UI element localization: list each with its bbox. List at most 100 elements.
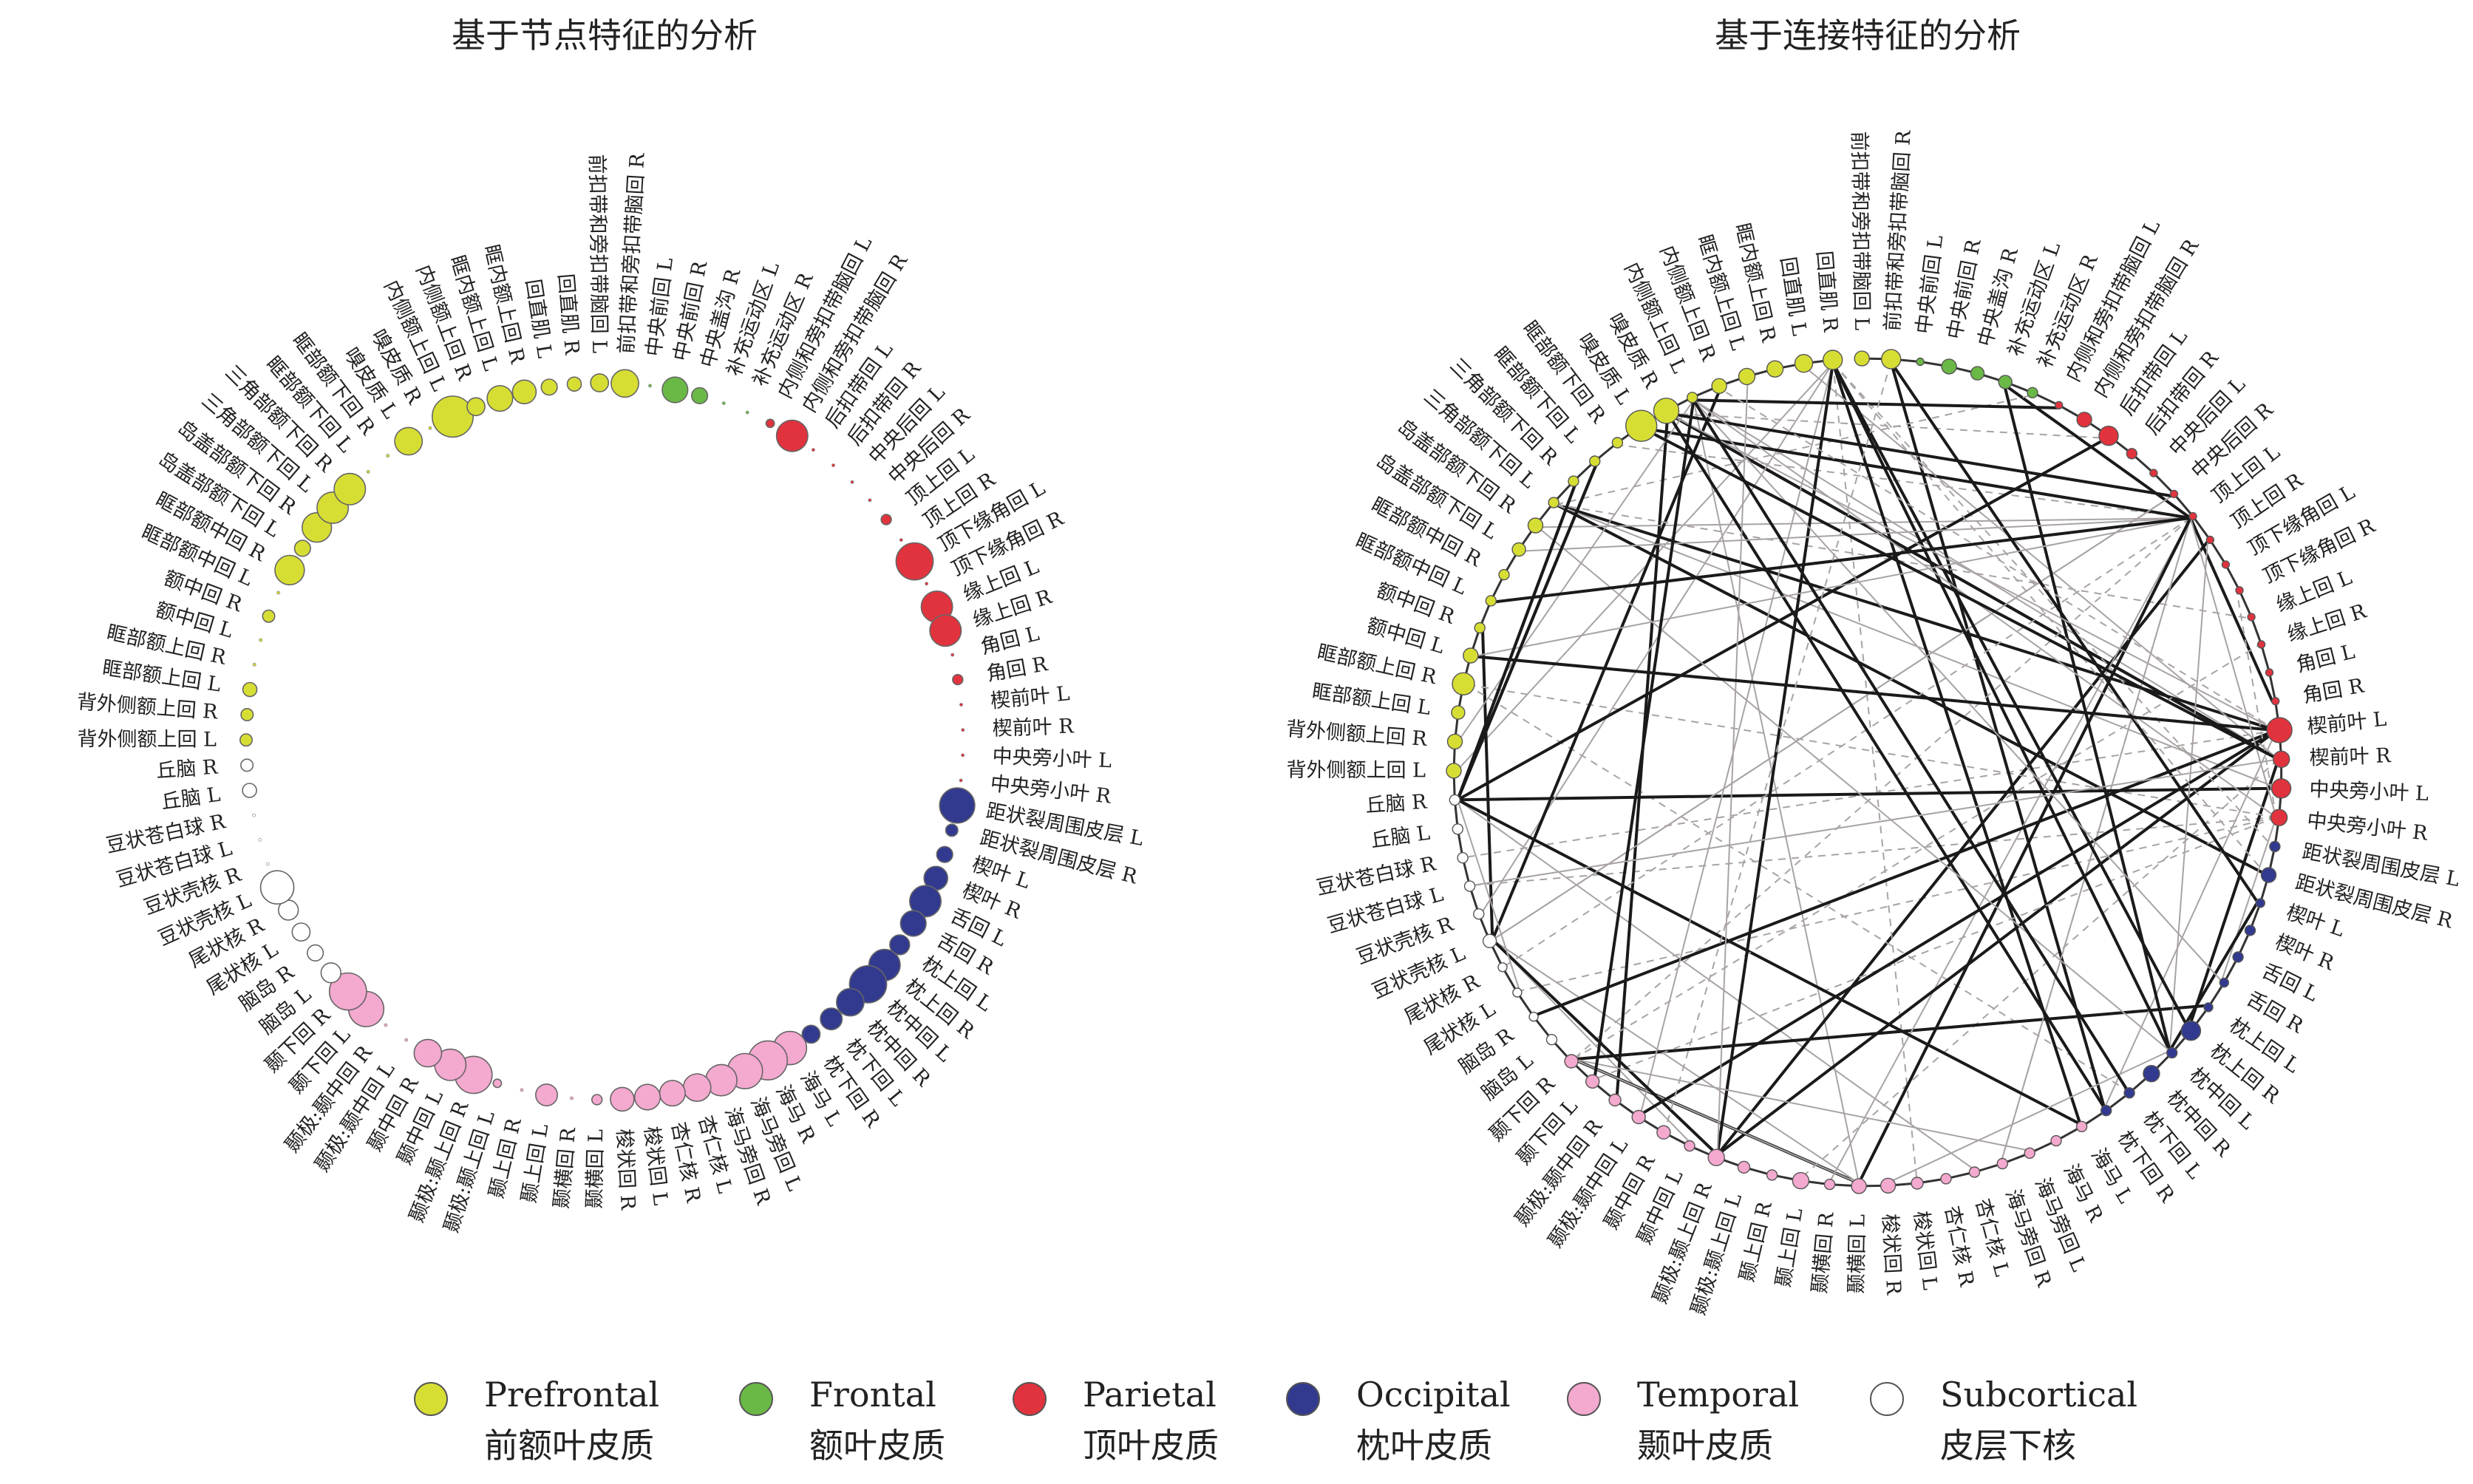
connection-edge <box>2187 758 2280 1029</box>
subcortical-swatch-icon <box>1870 1382 1904 1416</box>
left-region-node <box>307 944 324 961</box>
right-region-node <box>2232 951 2244 963</box>
right-region-node <box>1452 672 1475 695</box>
right-region-label: 楔前叶 L <box>2306 708 2387 739</box>
right-region-label: 中央旁小叶 L <box>2309 778 2429 806</box>
left-region-node <box>591 1094 603 1106</box>
right-region-node <box>2166 1046 2178 1059</box>
connection-edge <box>1693 399 2277 818</box>
connection-edge <box>1831 362 2082 1125</box>
left-region-label: 丘脑 R <box>155 756 218 783</box>
connection-edge <box>1619 444 2191 519</box>
right-region-node <box>1482 933 1497 949</box>
left-region-node <box>868 498 872 503</box>
connection-edge <box>1832 362 2267 875</box>
right-region-node <box>2270 778 2292 799</box>
prefrontal-swatch-icon <box>414 1382 448 1416</box>
connection-edge <box>1642 426 2279 761</box>
left-region-node <box>925 582 928 586</box>
connection-edge <box>1593 816 2277 1080</box>
right-region-node <box>1684 1140 1695 1152</box>
left-region-node <box>293 540 311 557</box>
left-region-node <box>242 681 258 698</box>
right-region-node <box>1449 794 1461 806</box>
right-region-node <box>1911 1177 1924 1190</box>
right-region-node <box>1916 357 1925 367</box>
right-region-label: 梭状回 R <box>1878 1214 1905 1296</box>
connection-edge <box>1573 1004 2206 1061</box>
connection-edge <box>1556 503 2249 619</box>
left-region-node <box>929 614 962 647</box>
connection-edge <box>1664 361 1892 1130</box>
legend-en-label: Frontal <box>809 1375 936 1415</box>
left-region-node <box>242 783 257 798</box>
left-region-label: 楔前叶 R <box>992 715 1075 740</box>
left-region-node <box>909 885 942 918</box>
left-region-node <box>775 419 809 452</box>
connection-edge <box>1457 799 1521 992</box>
left-region-node <box>291 922 311 942</box>
right-region-label: 眶部额上回 L <box>1310 680 1432 720</box>
right-region-node <box>1970 366 1985 381</box>
ring-chord <box>2260 644 2270 673</box>
right-region-node <box>1564 1054 1579 1069</box>
right-region-label: 背外侧额上回 L <box>1286 759 1426 783</box>
left-region-label: 梭状回 R <box>612 1129 639 1211</box>
right-region-node <box>1653 398 1680 424</box>
connection-edge <box>2189 517 2277 818</box>
legend-en-label: Subcortical <box>1940 1375 2138 1415</box>
right-region-node <box>1608 1093 1622 1107</box>
right-region-node <box>2255 898 2266 908</box>
connection-edge <box>1555 503 2267 876</box>
right-region-node <box>1473 908 1485 920</box>
right-region-node <box>2169 489 2179 499</box>
left-region-node <box>690 387 709 405</box>
connection-edge <box>1555 395 2032 506</box>
connection-edge <box>1666 412 2106 1109</box>
right-region-node <box>1880 1177 1897 1194</box>
ring-chord <box>2268 672 2277 702</box>
connection-edge <box>1667 412 2279 761</box>
left-region-label: 楔前叶 L <box>990 682 1071 713</box>
left-region-node <box>745 410 749 415</box>
connection-edge <box>2168 541 2208 1051</box>
left-region-node <box>259 870 295 905</box>
right-region-node <box>1498 568 1510 581</box>
connection-edge <box>1693 399 2222 982</box>
left-region-label: 背外侧额上回 L <box>77 728 217 752</box>
legend-en-label: Occipital <box>1356 1375 1511 1415</box>
left-region-node <box>333 472 367 506</box>
right-region-node <box>1766 1169 1778 1181</box>
right-region-node <box>2269 840 2281 853</box>
left-region-node <box>610 1086 635 1112</box>
connection-edge <box>1456 463 1599 800</box>
connection-edge <box>1693 398 2058 409</box>
right-region-label: 回直肌 L <box>1776 256 1811 338</box>
right-region-node <box>1738 367 1756 386</box>
right-region-node <box>1485 595 1497 607</box>
connection-edge <box>1639 729 2278 1116</box>
connection-edge <box>1716 379 1749 1155</box>
right-region-node <box>2270 697 2280 706</box>
left-region-node <box>511 379 537 405</box>
right-region-node <box>2100 1104 2112 1117</box>
left-region-node <box>252 662 256 667</box>
right-region-node <box>2247 613 2256 622</box>
connection-edge <box>1803 365 2279 760</box>
left-region-node <box>961 753 965 758</box>
left-region-node <box>274 554 305 586</box>
left-region-node <box>899 910 927 937</box>
connection-edge <box>1473 517 2191 658</box>
right-region-node <box>2075 1120 2088 1133</box>
connection-edge <box>1457 786 2279 802</box>
left-region-label: 中央旁小叶 L <box>992 745 1112 772</box>
connection-edge <box>1716 729 2278 1157</box>
ring-chord <box>2173 493 2194 517</box>
connection-edge <box>1639 362 1834 1115</box>
right-region-node <box>1446 733 1463 750</box>
connection-edge <box>1491 495 2173 941</box>
connection-edge <box>1832 362 1918 1181</box>
left-region-node <box>661 376 689 404</box>
ring-chord <box>2238 590 2253 618</box>
left-region-node <box>265 862 270 866</box>
